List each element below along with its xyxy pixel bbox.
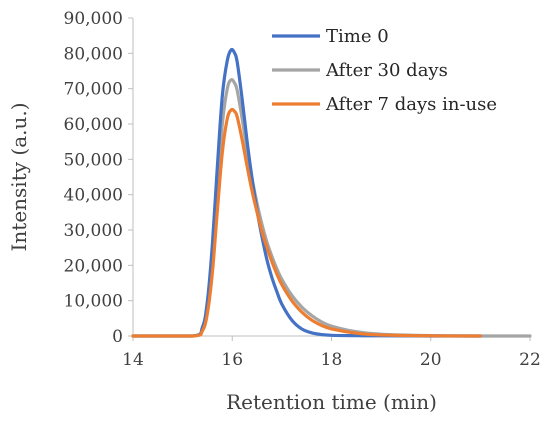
- series-line: [131, 47, 482, 338]
- axes: 0 10,000 20,000 30,000 40,000 50,000 60,000 70,…: [64, 9, 541, 370]
- legend-label: After 30 days: [325, 60, 448, 81]
- legend: Time 0 After 30 days After 7 days in-use: [272, 26, 497, 115]
- series-line: [131, 78, 532, 338]
- y-tick-label: 80,000: [64, 44, 123, 64]
- y-tick-label: 60,000: [64, 115, 123, 135]
- x-tick-label: 22: [519, 350, 541, 370]
- series-lines: [131, 47, 532, 338]
- y-tick-label: 0: [112, 327, 123, 347]
- x-tick-label: 16: [221, 350, 243, 370]
- x-tick-label: 20: [420, 350, 442, 370]
- x-tick-label: 18: [321, 350, 343, 370]
- y-tick-label: 50,000: [64, 150, 123, 170]
- legend-label: After 7 days in-use: [325, 94, 497, 115]
- y-tick-label: 70,000: [64, 80, 123, 100]
- y-tick-label: 90,000: [64, 9, 123, 29]
- y-tick-label: 10,000: [64, 292, 123, 312]
- x-axis-title: Retention time (min): [226, 390, 437, 414]
- y-tick-label: 30,000: [64, 221, 123, 241]
- x-tick-label: 14: [122, 350, 144, 370]
- series-line: [131, 107, 482, 338]
- y-tick-label: 20,000: [64, 256, 123, 276]
- y-axis-title: Intensity (a.u.): [7, 102, 31, 251]
- legend-label: Time 0: [326, 26, 389, 47]
- y-tick-label: 40,000: [64, 186, 123, 206]
